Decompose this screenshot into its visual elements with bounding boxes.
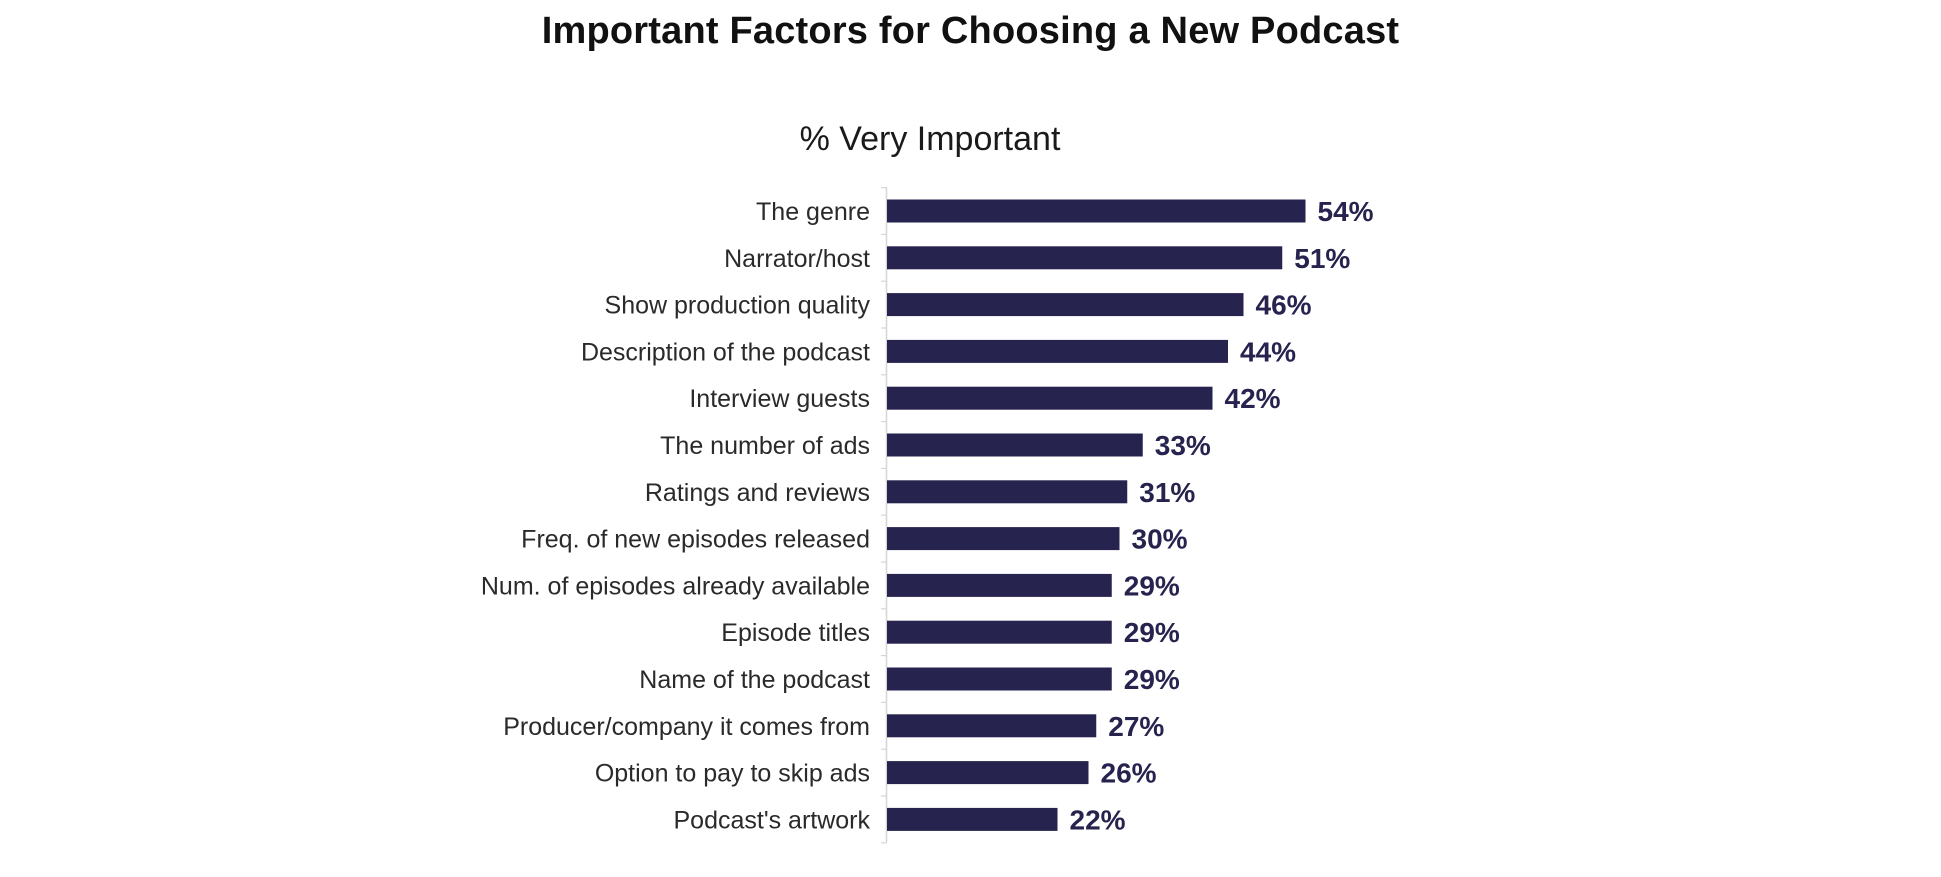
chart-title: Important Factors for Choosing a New Pod… xyxy=(541,10,1400,52)
bar xyxy=(887,620,1112,644)
value-labels: 54% 51% 46% 44% 42% 33% 31% 30% 29% 29% 29% 27% 26% 2… xyxy=(1070,196,1374,835)
chart-subtitle: % Very Important xyxy=(799,120,1061,158)
category-label: Narrator/host xyxy=(724,245,870,273)
category-label: Num. of episodes already available xyxy=(481,572,870,600)
bar xyxy=(887,714,1097,738)
value-label: 29% xyxy=(1124,570,1180,601)
bar xyxy=(887,807,1058,831)
category-label: Description of the podcast xyxy=(581,338,870,366)
category-label: The number of ads xyxy=(660,432,870,460)
category-label: Producer/company it comes from xyxy=(503,713,870,741)
bar xyxy=(887,667,1112,691)
bar xyxy=(887,293,1244,317)
bar xyxy=(887,527,1120,551)
value-label: 26% xyxy=(1101,758,1157,789)
value-label: 44% xyxy=(1240,336,1296,367)
value-label: 29% xyxy=(1124,664,1180,695)
category-label: Freq. of new episodes released xyxy=(521,526,870,554)
bar xyxy=(887,386,1213,410)
category-label: Option to pay to skip ads xyxy=(595,760,870,788)
value-label: 51% xyxy=(1294,243,1350,274)
y-axis xyxy=(881,187,888,844)
bar xyxy=(887,246,1283,270)
category-label: The genre xyxy=(756,198,870,226)
bar xyxy=(887,573,1112,597)
bar xyxy=(887,433,1143,457)
value-label: 46% xyxy=(1256,290,1312,321)
value-label: 54% xyxy=(1318,196,1374,227)
bar xyxy=(887,480,1128,504)
category-labels: The genre Narrator/host Show production qu… xyxy=(481,198,871,834)
bar xyxy=(887,339,1228,363)
value-label: 31% xyxy=(1139,477,1195,508)
category-label: Ratings and reviews xyxy=(645,479,870,507)
bar xyxy=(887,199,1306,223)
value-label: 29% xyxy=(1124,617,1180,648)
bars xyxy=(887,199,1306,831)
value-label: 42% xyxy=(1225,383,1281,414)
value-label: 27% xyxy=(1108,711,1164,742)
category-label: Show production quality xyxy=(605,292,871,320)
category-label: Episode titles xyxy=(721,619,870,647)
value-label: 22% xyxy=(1070,804,1126,835)
bar xyxy=(887,761,1089,785)
value-label: 30% xyxy=(1132,524,1188,555)
category-label: Interview guests xyxy=(689,385,870,413)
category-label: Podcast's artwork xyxy=(673,806,870,834)
category-label: Name of the podcast xyxy=(639,666,870,694)
value-label: 33% xyxy=(1155,430,1211,461)
